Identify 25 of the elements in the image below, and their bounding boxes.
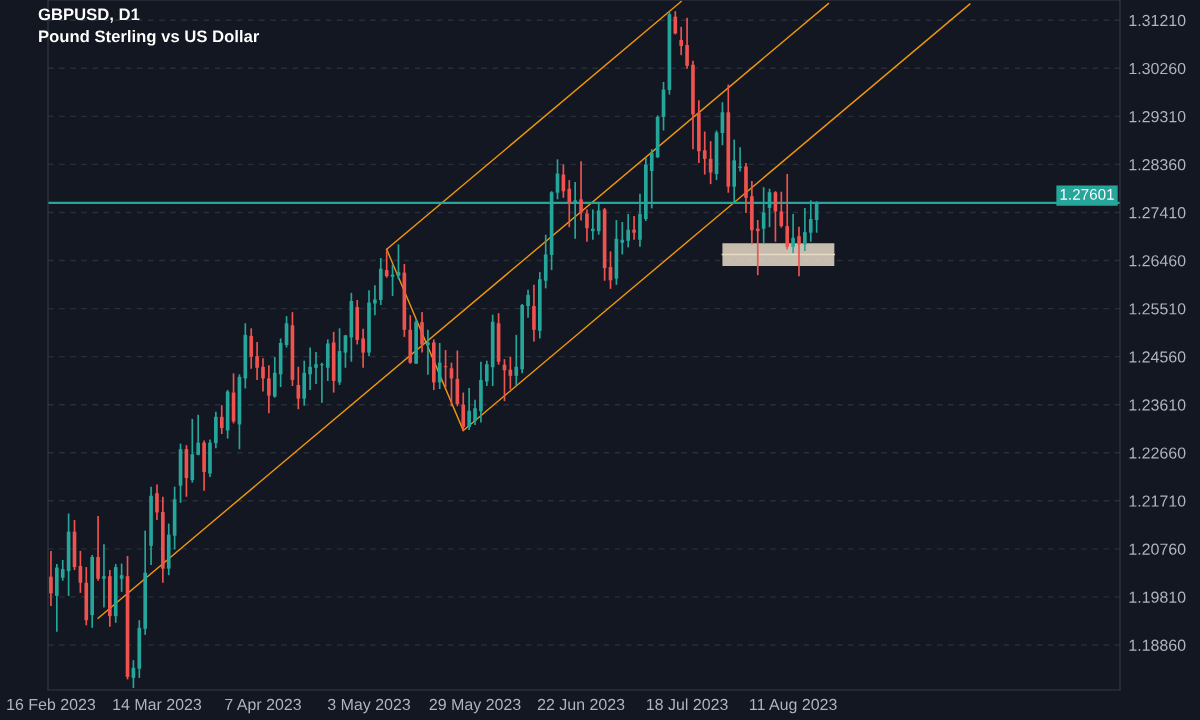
y-tick-label: 1.29310 <box>1129 110 1186 123</box>
ref-line-label: 1.27601 <box>1060 188 1114 200</box>
y-tick-label: 1.18860 <box>1129 639 1186 651</box>
y-tick-label: 1.22660 <box>1129 447 1186 459</box>
x-tick-label: 14 Mar 2023 <box>113 698 202 711</box>
y-tick-label: 1.20760 <box>1129 543 1186 555</box>
y-tick-label: 1.26460 <box>1129 255 1186 267</box>
y-tick-label: 1.19810 <box>1129 591 1186 603</box>
y-tick-label: 1.31210 <box>1129 14 1186 27</box>
text: Pound Sterling vs US Dollar <box>39 30 260 46</box>
x-tick-label: 18 Jul 2023 <box>647 698 728 711</box>
y-tick-label: 1.27410 <box>1129 207 1186 219</box>
x-tick-label: 7 Apr 2023 <box>225 698 301 714</box>
x-tick-label: 29 May 2023 <box>429 698 521 714</box>
chart-title: GBPUSD, D1 <box>38 8 140 23</box>
y-tick-label: 1.30260 <box>1129 62 1186 75</box>
y-tick-label: 1.23610 <box>1129 399 1186 411</box>
y-tick-label: 1.28360 <box>1129 159 1186 171</box>
y-tick-label: 1.25510 <box>1129 303 1186 315</box>
x-tick-label: 11 Aug 2023 <box>750 698 837 714</box>
x-tick-label: 16 Feb 2023 <box>7 698 96 711</box>
x-tick-label: 3 May 2023 <box>327 698 411 714</box>
y-tick-label: 1.21710 <box>1129 495 1186 507</box>
y-tick-label: 1.24560 <box>1129 351 1186 363</box>
x-tick-label: 22 Jun 2023 <box>537 698 625 711</box>
